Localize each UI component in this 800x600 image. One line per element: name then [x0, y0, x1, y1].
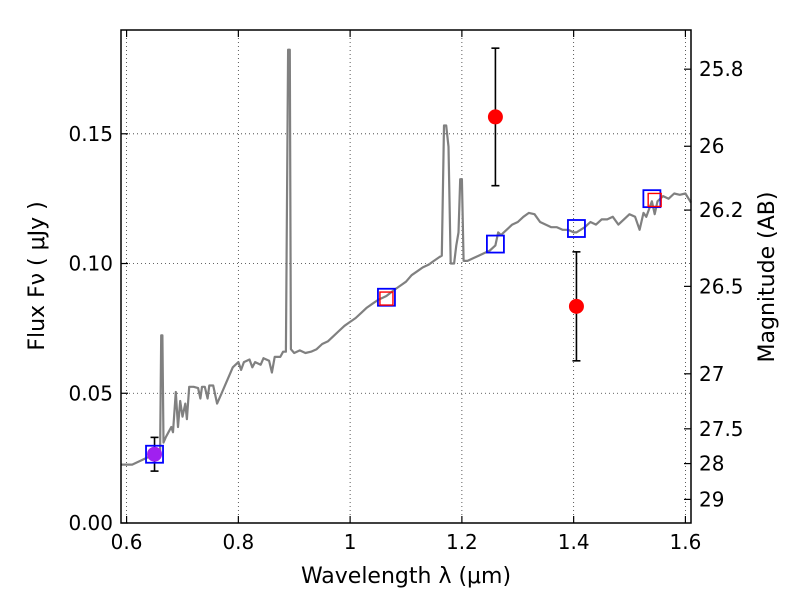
axis-labels: Wavelength λ (μm) Flux Fν ( μJy ) Magnit…	[25, 192, 780, 589]
x-tick-label: 1.2	[446, 530, 478, 554]
observed-point	[568, 298, 584, 314]
spectrum-line	[121, 48, 692, 466]
x-axis-title: Wavelength λ (μm)	[301, 564, 511, 589]
upper-limit-square	[379, 291, 394, 306]
magnitude-tick-label: 25.8	[699, 57, 744, 81]
x-tick-label: 1.4	[558, 530, 590, 554]
model-photometry-square	[486, 234, 505, 254]
magnitude-tick-label: 27.5	[699, 417, 744, 441]
plot-series	[121, 47, 692, 472]
y-tick-label: 0.15	[68, 122, 113, 146]
x-tick-label: 0.8	[222, 530, 254, 554]
model-photometry-square	[377, 287, 396, 307]
y2-axis-title: Magnitude (AB)	[755, 192, 780, 363]
magnitude-tick-label: 29	[699, 487, 724, 511]
observed-point	[147, 446, 163, 462]
y-tick-label: 0.00	[68, 511, 113, 535]
model-photometry-square	[567, 219, 586, 238]
magnitude-tick-label: 26.2	[699, 198, 744, 222]
model-photometry-square	[642, 189, 662, 209]
y-tick-label: 0.05	[68, 381, 113, 405]
y-axis-title: Flux Fν ( μJy )	[25, 201, 50, 350]
observed-point	[487, 109, 503, 125]
x-tick-label: 1.6	[670, 530, 702, 554]
y-tick-label: 0.10	[68, 252, 113, 276]
axes: 0.6 0.8 1 1.2 1.4 1.6 0.00 0.05 0.10 0.15 25.8 26 26…	[68, 29, 744, 554]
grid	[121, 30, 691, 524]
model-photometry-square	[145, 444, 164, 464]
upper-limit-square	[647, 192, 662, 208]
x-tick-label: 0.6	[111, 530, 143, 554]
x-tick-label: 1	[344, 530, 357, 554]
magnitude-tick-label: 26.5	[699, 274, 744, 298]
magnitude-tick-label: 27	[699, 362, 724, 386]
magnitude-tick-label: 28	[699, 452, 724, 476]
plot-frame	[120, 29, 692, 524]
magnitude-tick-label: 26	[699, 134, 724, 158]
